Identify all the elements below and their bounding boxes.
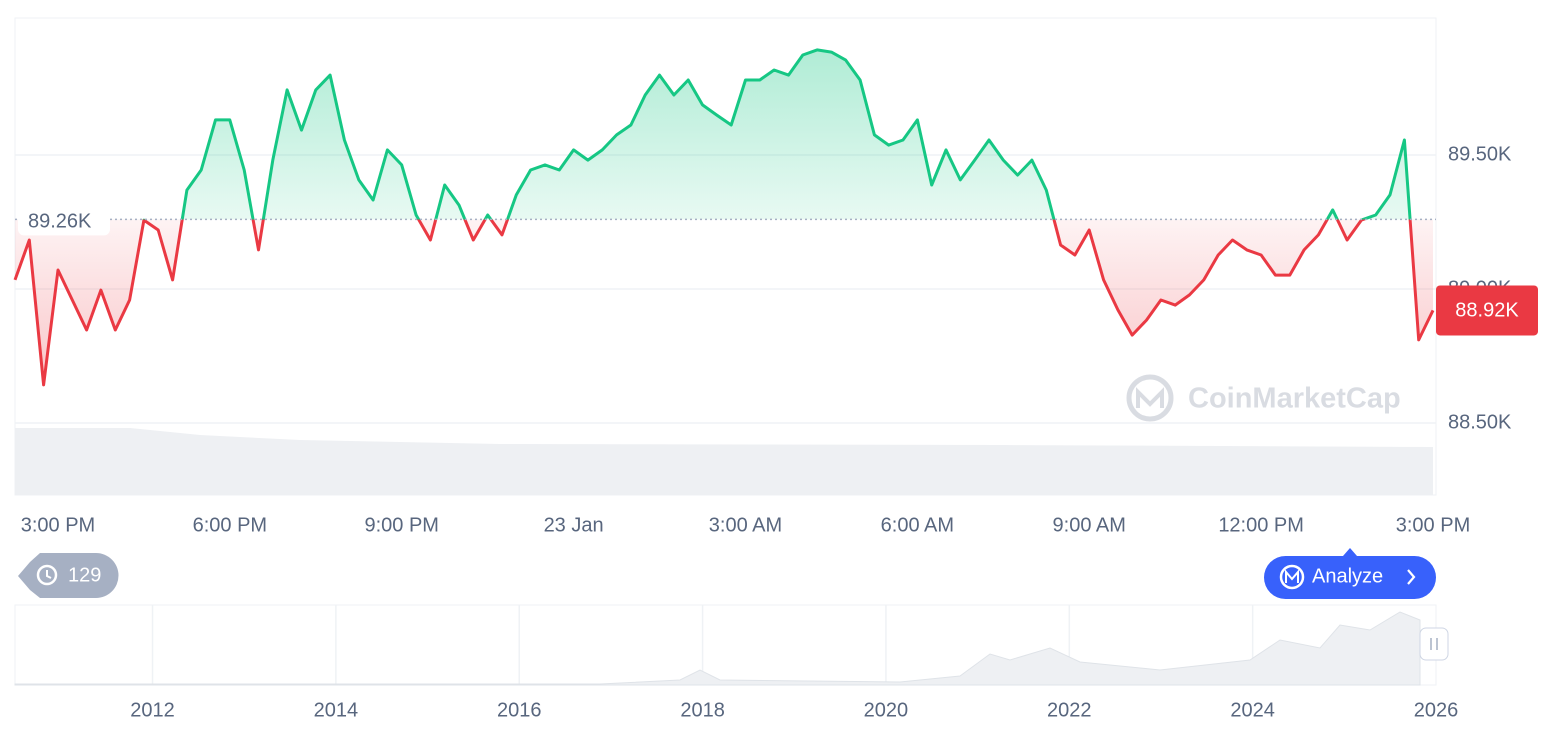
navigator-tick-label: 2012 bbox=[130, 699, 175, 721]
baseline-label-box bbox=[18, 203, 110, 236]
y-tick-label: 88.50K bbox=[1448, 411, 1512, 433]
x-tick-label: 23 Jan bbox=[544, 514, 604, 536]
line-layer bbox=[13, 48, 1436, 387]
history-badge[interactable]: 129 bbox=[18, 553, 119, 598]
current-price-label: 88.92K bbox=[1455, 300, 1519, 322]
navigator-tick-label: 2020 bbox=[864, 699, 909, 721]
navigator-tick-label: 2018 bbox=[680, 699, 725, 721]
navigator-tick-label: 2024 bbox=[1230, 699, 1275, 721]
analyze-button[interactable]: Analyze bbox=[1264, 548, 1436, 599]
navigator-tick-label: 2026 bbox=[1414, 699, 1459, 721]
x-tick-label: 3:00 PM bbox=[21, 514, 95, 536]
navigator-tick-label: 2014 bbox=[314, 699, 359, 721]
x-tick-label: 6:00 AM bbox=[881, 514, 954, 536]
price-line bbox=[13, 48, 1435, 387]
navigator: 2012 2014 2016 2018 2020 2022 2024 2026 bbox=[130, 605, 1458, 721]
y-tick-label: 89.50K bbox=[1448, 143, 1512, 165]
navigator-tick-label: 2016 bbox=[497, 699, 542, 721]
navigator-tick-label: 2022 bbox=[1047, 699, 1092, 721]
price-area bbox=[15, 49, 1433, 385]
navigator-area bbox=[14, 611, 1421, 686]
x-tick-label: 6:00 PM bbox=[193, 514, 267, 536]
analyze-label: Analyze bbox=[1312, 565, 1383, 587]
x-tick-label: 3:00 PM bbox=[1396, 514, 1470, 536]
area-layer bbox=[15, 49, 1433, 385]
x-tick-label: 9:00 PM bbox=[364, 514, 438, 536]
x-tick-label: 9:00 AM bbox=[1053, 514, 1126, 536]
baseline-label: 89.26K bbox=[28, 211, 92, 233]
volume-area bbox=[15, 428, 1433, 495]
watermark-text: CoinMarketCap bbox=[1188, 383, 1401, 415]
history-count: 129 bbox=[68, 564, 101, 586]
navigator-handle[interactable] bbox=[1419, 627, 1449, 661]
watermark: CoinMarketCap bbox=[1126, 374, 1401, 422]
current-price-badge bbox=[1436, 285, 1538, 336]
x-tick-label: 12:00 PM bbox=[1218, 514, 1304, 536]
x-tick-label: 3:00 AM bbox=[709, 514, 782, 536]
